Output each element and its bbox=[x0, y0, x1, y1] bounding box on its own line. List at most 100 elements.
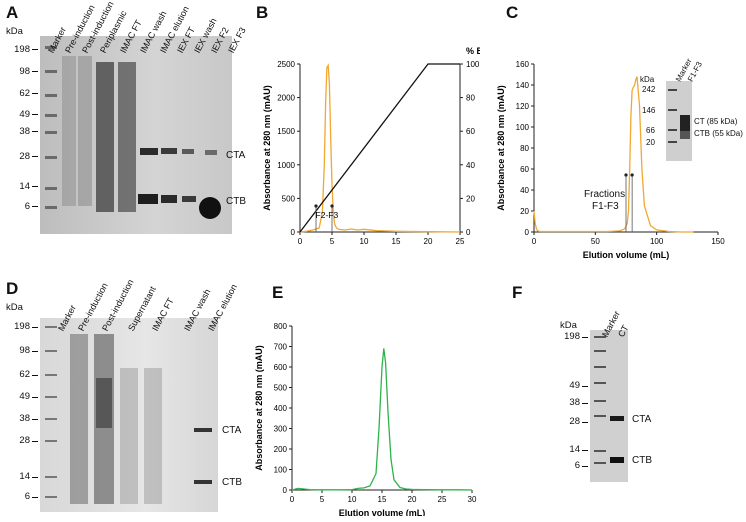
y-tick-label: 100 bbox=[274, 466, 288, 475]
y-tick-label: 40 bbox=[520, 186, 529, 195]
y2-tick-label: 100 bbox=[466, 60, 480, 69]
panel-f-mw-tick bbox=[582, 466, 588, 467]
panel-a-mw-tick bbox=[32, 93, 38, 94]
panel-d-mw-label: 62 bbox=[19, 369, 30, 380]
y-tick-label: 400 bbox=[274, 404, 288, 413]
panel-a-gel-bands bbox=[45, 46, 221, 219]
panel-a-mw-label: 98 bbox=[19, 66, 30, 77]
panel-d-kda-label: kDa bbox=[6, 302, 23, 313]
panel-a-mw-tick bbox=[32, 206, 38, 207]
series-line-0 bbox=[291, 348, 473, 491]
x-tick-label: 15 bbox=[378, 495, 387, 504]
y-tick-label: 500 bbox=[274, 384, 288, 393]
panel-c-annotation-line1: Fractions bbox=[584, 189, 626, 200]
panel-d-mw-tick bbox=[32, 375, 38, 376]
panel-d-cta-label: CTA bbox=[222, 425, 242, 436]
panel-d-mw-label: 6 bbox=[24, 491, 30, 502]
panel-a-letter: A bbox=[6, 3, 19, 22]
panel-f-mw-label: 14 bbox=[569, 444, 580, 455]
y-tick-label: 500 bbox=[282, 194, 296, 203]
panel-f-mw-tick bbox=[582, 422, 588, 423]
panel-c-letter: C bbox=[506, 3, 519, 22]
x-tick-label: 5 bbox=[320, 495, 325, 504]
y-tick-label: 60 bbox=[520, 165, 529, 174]
panel-c-inset-mw: 146 bbox=[642, 106, 656, 115]
panel-f-mw-label: 38 bbox=[569, 397, 580, 408]
x-tick-label: 10 bbox=[360, 237, 369, 246]
y-tick-label: 120 bbox=[516, 102, 530, 111]
panel-a-mw-tick bbox=[32, 186, 38, 187]
y-tick-label: 200 bbox=[274, 445, 288, 454]
y2-tick-label: 60 bbox=[466, 127, 475, 136]
y-tick-label: 0 bbox=[291, 228, 296, 237]
fraction-marker-dot bbox=[624, 173, 628, 177]
panel-a-mw-tick bbox=[32, 49, 38, 50]
panel-f-mw-label: 6 bbox=[574, 460, 580, 471]
panel-a-mw-label: 198 bbox=[14, 44, 30, 55]
panel-f-gel bbox=[590, 330, 628, 482]
panel-c-inset-band-ctb: CTB (55 kDa) bbox=[694, 129, 743, 138]
panel-a-mw-label: 49 bbox=[19, 109, 30, 120]
panel-f-gel-bands bbox=[594, 336, 624, 464]
y2-tick-label: 40 bbox=[466, 161, 475, 170]
fraction-marker-dot bbox=[330, 204, 334, 208]
y-tick-label: 0 bbox=[525, 228, 530, 237]
panel-a-mw-tick bbox=[32, 114, 38, 115]
y-tick-label: 2500 bbox=[277, 60, 295, 69]
y-tick-label: 100 bbox=[516, 123, 530, 132]
panel-a-mw-tick bbox=[32, 156, 38, 157]
panel-d-mw-tick bbox=[32, 397, 38, 398]
panel-c-annotation-line2: F1-F3 bbox=[592, 201, 619, 212]
y-tick-label: 600 bbox=[274, 363, 288, 372]
y-axis-label: Absorbance at 280 nm (mAU) bbox=[496, 85, 506, 211]
y-tick-label: 20 bbox=[520, 207, 529, 216]
y2-tick-label: 80 bbox=[466, 94, 475, 103]
panel-c-inset: kDa Marker F1-F3 242 146 66 20 CT (85 kD… bbox=[640, 55, 743, 165]
panel-d-mw-label: 38 bbox=[19, 413, 30, 424]
panel-f-kda-label: kDa bbox=[560, 320, 577, 331]
panel-a-mw-tick bbox=[32, 131, 38, 132]
panel-d-mw-label: 14 bbox=[19, 471, 30, 482]
panel-d-mw-label: 198 bbox=[14, 321, 30, 332]
panel-c-inset-mw: 242 bbox=[642, 85, 656, 94]
panel-e-chart: 0 5 10 15 20 25 300100200300400500600700800Elu… bbox=[254, 322, 477, 516]
panel-d-lane-label: IMAC elution bbox=[206, 282, 240, 333]
panel-e-letter: E bbox=[272, 283, 284, 302]
panel-a-mw-label: 62 bbox=[19, 88, 30, 99]
y2-axis-label: % B bbox=[466, 46, 480, 56]
y-axis-label: Absorbance at 280 nm (mAU) bbox=[262, 85, 272, 211]
panel-b-annotation: F2-F3 bbox=[316, 210, 339, 220]
x-tick-label: 30 bbox=[468, 495, 477, 504]
panel-f-cta-label: CTA bbox=[632, 414, 652, 425]
x-axis-label: Elution volume (mL) bbox=[339, 508, 426, 516]
panel-d-mw-label: 49 bbox=[19, 391, 30, 402]
panel-c-inset-kda: kDa bbox=[640, 75, 655, 84]
x-tick-label: 50 bbox=[591, 237, 600, 246]
panel-d-letter: D bbox=[6, 279, 19, 298]
panel-f-mw-label: 49 bbox=[569, 380, 580, 391]
series-line-0 bbox=[533, 76, 694, 233]
panel-f-mw-tick bbox=[582, 450, 588, 451]
fraction-marker-dot bbox=[314, 204, 318, 208]
panel-c-inset-mw: 20 bbox=[646, 138, 655, 147]
y-tick-label: 140 bbox=[516, 81, 530, 90]
panel-f-mw-tick bbox=[582, 386, 588, 387]
y-tick-label: 0 bbox=[283, 486, 288, 495]
panel-a-mw-label: 28 bbox=[19, 151, 30, 162]
panel-d-mw-tick bbox=[32, 477, 38, 478]
panel-f-letter: F bbox=[512, 283, 523, 302]
panel-a-mw-label: 6 bbox=[24, 201, 30, 212]
panel-d-mw-tick bbox=[32, 351, 38, 352]
panel-d-mw-label: 98 bbox=[19, 345, 30, 356]
panel-c-chart: 0 50 100 150 0 20 40 60 80 100 120 140 160 Elution vo… bbox=[496, 60, 725, 260]
y-tick-label: 2000 bbox=[277, 94, 295, 103]
series-line-0 bbox=[299, 63, 461, 233]
y-tick-label: 700 bbox=[274, 343, 288, 352]
panel-d-gel-bands bbox=[45, 326, 212, 504]
panel-c-inset-band-ct: CT (85 kDa) bbox=[694, 117, 738, 126]
x-tick-label: 20 bbox=[408, 495, 417, 504]
panel-c-inset-mw: 66 bbox=[646, 126, 655, 135]
panel-a-mw-label: 38 bbox=[19, 126, 30, 137]
panel-a-mw-label: 14 bbox=[19, 181, 30, 192]
panel-f-mw-tick bbox=[582, 403, 588, 404]
